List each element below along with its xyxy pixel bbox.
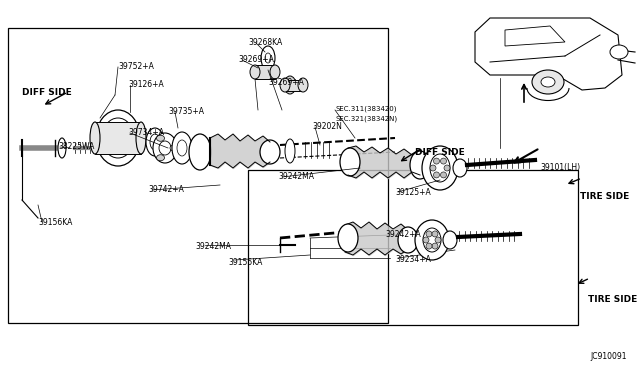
Ellipse shape: [284, 76, 296, 94]
Bar: [285, 80, 303, 91]
Ellipse shape: [340, 148, 360, 176]
Text: 39735+A: 39735+A: [168, 107, 204, 116]
Ellipse shape: [172, 132, 192, 164]
Text: TIRE SIDE: TIRE SIDE: [580, 192, 629, 201]
Ellipse shape: [440, 158, 447, 164]
Text: 39125+A: 39125+A: [395, 188, 431, 197]
Ellipse shape: [96, 110, 140, 166]
Ellipse shape: [260, 140, 280, 164]
Ellipse shape: [433, 172, 440, 178]
Ellipse shape: [90, 122, 100, 154]
Ellipse shape: [422, 146, 458, 190]
Ellipse shape: [432, 231, 438, 237]
Text: SEC.311(383420): SEC.311(383420): [335, 105, 397, 112]
Text: 39242MA: 39242MA: [278, 172, 314, 181]
Ellipse shape: [250, 65, 260, 79]
Ellipse shape: [265, 53, 271, 63]
Ellipse shape: [157, 155, 164, 161]
Text: 39268KA: 39268KA: [248, 38, 282, 47]
Bar: [255, 65, 275, 79]
Text: 39752+A: 39752+A: [118, 62, 154, 71]
Ellipse shape: [338, 224, 358, 252]
Ellipse shape: [444, 165, 450, 171]
Ellipse shape: [435, 237, 441, 243]
Text: 39155KA: 39155KA: [228, 258, 262, 267]
Ellipse shape: [610, 45, 628, 59]
Ellipse shape: [415, 220, 449, 260]
Ellipse shape: [398, 227, 418, 253]
Text: 39242MA: 39242MA: [195, 242, 231, 251]
Ellipse shape: [110, 128, 126, 148]
Text: 39234+A: 39234+A: [395, 255, 431, 264]
Ellipse shape: [150, 134, 160, 150]
Ellipse shape: [426, 231, 432, 237]
Ellipse shape: [146, 128, 164, 156]
Ellipse shape: [189, 134, 211, 170]
Ellipse shape: [426, 243, 432, 249]
Ellipse shape: [432, 243, 438, 249]
Text: 38225WA: 38225WA: [58, 142, 94, 151]
Text: 39269+A: 39269+A: [238, 55, 274, 64]
Ellipse shape: [541, 77, 555, 87]
Ellipse shape: [433, 158, 440, 164]
Ellipse shape: [136, 122, 146, 154]
Ellipse shape: [261, 46, 275, 70]
Ellipse shape: [423, 237, 429, 243]
Ellipse shape: [153, 133, 177, 163]
Text: 39242+A: 39242+A: [385, 230, 420, 239]
Text: 39156KA: 39156KA: [38, 218, 72, 227]
Ellipse shape: [298, 78, 308, 92]
Text: 39101(LH): 39101(LH): [540, 163, 580, 172]
Text: TIRE SIDE: TIRE SIDE: [588, 295, 637, 304]
Ellipse shape: [170, 145, 178, 151]
Ellipse shape: [157, 135, 164, 141]
Ellipse shape: [270, 65, 280, 79]
Bar: [8, 28, 388, 323]
Bar: [95, 122, 141, 154]
Ellipse shape: [410, 151, 430, 179]
Ellipse shape: [280, 78, 290, 92]
Text: SEC.321(38342N): SEC.321(38342N): [335, 116, 397, 122]
Text: DIFF SIDE: DIFF SIDE: [415, 148, 465, 157]
Text: 39202N: 39202N: [312, 122, 342, 131]
Ellipse shape: [532, 70, 564, 94]
Ellipse shape: [285, 139, 295, 163]
Ellipse shape: [430, 165, 436, 171]
Ellipse shape: [423, 228, 441, 252]
Text: 39269+A: 39269+A: [268, 78, 304, 87]
Bar: [248, 170, 578, 325]
Ellipse shape: [430, 154, 450, 182]
Text: 39742+A: 39742+A: [148, 185, 184, 194]
Ellipse shape: [177, 140, 187, 156]
Text: 39734+A: 39734+A: [128, 128, 164, 137]
Text: DIFF SIDE: DIFF SIDE: [22, 88, 72, 97]
Ellipse shape: [443, 231, 457, 249]
Ellipse shape: [440, 172, 447, 178]
Ellipse shape: [159, 141, 171, 155]
Text: JC910091: JC910091: [590, 352, 627, 361]
Ellipse shape: [102, 118, 134, 158]
Ellipse shape: [453, 159, 467, 177]
Text: 39126+A: 39126+A: [128, 80, 164, 89]
